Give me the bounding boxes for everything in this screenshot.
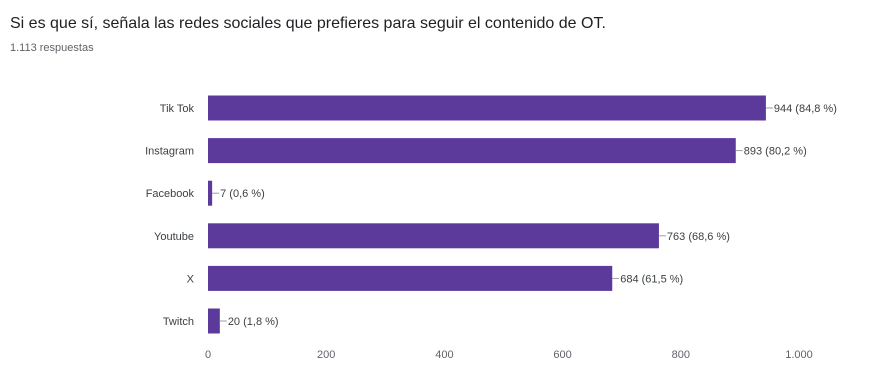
category-label: Tik Tok bbox=[160, 103, 195, 115]
x-tick-label: 0 bbox=[205, 349, 211, 361]
bar-facebook bbox=[208, 180, 213, 206]
data-label: 893 (80,2 %) bbox=[744, 146, 807, 158]
x-tick-label: 800 bbox=[672, 349, 690, 361]
category-label: Twitch bbox=[163, 316, 194, 328]
data-label: 7 (0,6 %) bbox=[220, 188, 265, 200]
x-tick-label: 600 bbox=[553, 349, 571, 361]
x-tick-label: 400 bbox=[435, 349, 453, 361]
bar-youtube bbox=[208, 223, 659, 249]
category-labels-group: Tik Tok Instagram Facebook Youtube X Twitch bbox=[145, 103, 195, 328]
x-tick-label: 1.000 bbox=[785, 349, 813, 361]
data-label: 20 (1,8 %) bbox=[228, 316, 279, 328]
bar-twitch bbox=[208, 308, 220, 334]
x-axis-ticks-group: 0 200 400 600 800 1.000 bbox=[205, 349, 813, 361]
data-label: 684 (61,5 %) bbox=[620, 273, 683, 285]
category-label: Youtube bbox=[154, 231, 194, 243]
bar-x bbox=[208, 265, 613, 291]
data-label: 763 (68,6 %) bbox=[667, 231, 730, 243]
category-label: X bbox=[187, 273, 195, 285]
bar-tik-tok bbox=[208, 95, 766, 121]
x-tick-label: 200 bbox=[317, 349, 335, 361]
data-label: 944 (84,8 %) bbox=[774, 103, 837, 115]
category-label: Instagram bbox=[145, 146, 194, 158]
question-title: Si es que sí, señala las redes sociales … bbox=[10, 15, 606, 32]
category-label: Facebook bbox=[146, 188, 195, 200]
response-count: 1.113 respuestas bbox=[10, 42, 94, 54]
data-labels-group: 944 (84,8 %) 893 (80,2 %) 7 (0,6 %) 763 (68… bbox=[212, 103, 837, 328]
bar-instagram bbox=[208, 138, 736, 164]
bars-group bbox=[208, 95, 766, 334]
